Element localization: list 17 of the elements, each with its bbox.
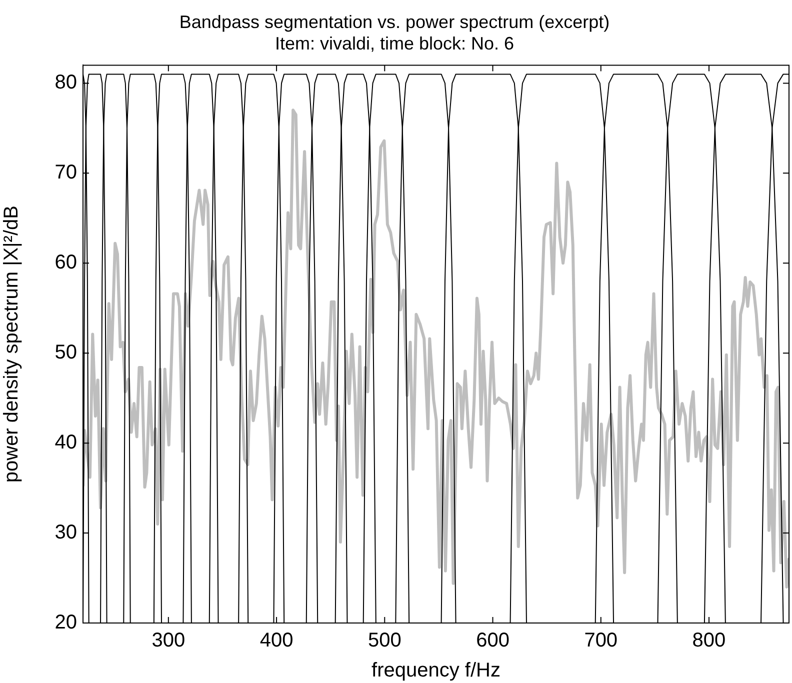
- y-tick-label: 20: [54, 612, 77, 634]
- chart-title: Bandpass segmentation vs. power spectrum (excerpt): [179, 12, 610, 32]
- x-tick-label: 400: [260, 630, 294, 652]
- x-tick-label: 500: [368, 630, 402, 652]
- y-tick-label: 40: [54, 432, 77, 454]
- y-tick-label: 70: [54, 162, 77, 184]
- x-axis-title: frequency f/Hz: [372, 660, 500, 682]
- y-tick-label: 80: [54, 72, 77, 94]
- y-tick-label: 30: [54, 522, 77, 544]
- y-tick-label: 60: [54, 252, 77, 274]
- y-tick-label: 50: [54, 342, 77, 364]
- y-axis-title: power density spectrum |X|²/dB: [0, 206, 23, 483]
- x-tick-label: 800: [692, 630, 726, 652]
- x-tick-label: 600: [476, 630, 510, 652]
- x-tick-label: 300: [152, 630, 186, 652]
- chart-subtitle: Item: vivaldi, time block: No. 6: [274, 33, 514, 54]
- x-tick-label: 700: [584, 630, 618, 652]
